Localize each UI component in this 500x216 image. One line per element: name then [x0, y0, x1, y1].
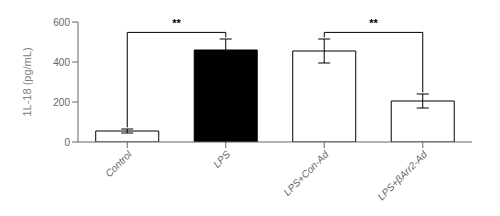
svg-text:Control: Control [103, 148, 134, 179]
svg-text:0: 0 [64, 137, 70, 148]
svg-text:**: ** [369, 17, 378, 29]
svg-text:LPS: LPS [211, 148, 232, 169]
svg-text:600: 600 [53, 17, 70, 28]
svg-text:LPS+βArr2-Ad: LPS+βArr2-Ad [375, 148, 429, 202]
svg-text:**: ** [172, 17, 181, 29]
svg-text:LPS+Con-Ad: LPS+Con-Ad [281, 148, 331, 198]
svg-text:1L-18 (pg/mL): 1L-18 (pg/mL) [21, 47, 33, 116]
svg-text:400: 400 [53, 57, 70, 68]
svg-text:200: 200 [53, 97, 70, 108]
